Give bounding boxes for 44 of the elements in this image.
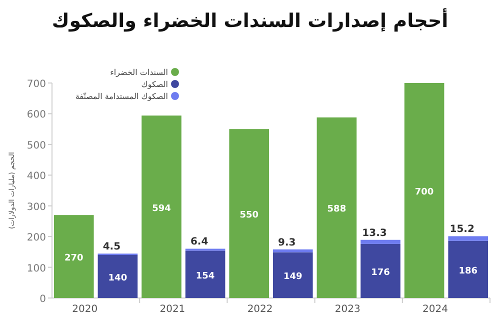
bar — [229, 129, 269, 298]
data-label: 700 — [414, 188, 434, 198]
y-tick-label: 300 — [26, 202, 46, 213]
y-tick-label: 400 — [26, 171, 46, 182]
bar — [273, 252, 313, 298]
data-label: 588 — [327, 204, 346, 215]
y-tick-label: 100 — [26, 263, 46, 274]
x-tick-label: 2024 — [422, 304, 448, 315]
data-label: 4.5 — [102, 242, 121, 253]
data-label: 13.3 — [362, 228, 387, 239]
bar — [185, 250, 226, 298]
bar — [404, 83, 444, 298]
y-tick-label: 200 — [26, 232, 46, 244]
x-tick-label: 2023 — [334, 304, 360, 315]
data-label: 270 — [64, 254, 84, 264]
legend-label: الصكوك — [141, 80, 168, 89]
bar — [54, 215, 94, 298]
bar — [360, 244, 400, 298]
data-label: 186 — [458, 266, 478, 276]
y-tick-label: 700 — [26, 79, 46, 90]
legend-label: الصكوك المستدامة المصنّفة — [75, 92, 168, 101]
bar — [360, 240, 400, 244]
data-label: 6.4 — [190, 236, 208, 248]
bar — [448, 240, 488, 298]
bar — [98, 255, 138, 298]
data-label: 149 — [284, 272, 302, 282]
bar — [448, 236, 488, 241]
x-tick-label: 2020 — [72, 304, 98, 315]
y-tick-label: 500 — [26, 140, 46, 152]
chart-title: أحجام إصدارات السندات الخضراء والصكوك — [52, 8, 448, 32]
data-label: 140 — [108, 274, 128, 284]
data-label: 594 — [152, 204, 171, 214]
bar — [142, 116, 182, 298]
y-tick-label: 0 — [40, 294, 46, 305]
data-label: 15.2 — [450, 224, 474, 236]
data-label: 154 — [196, 271, 215, 282]
x-tick-label: 2022 — [247, 304, 273, 315]
bar — [316, 117, 357, 298]
y-tick-label: 600 — [26, 110, 46, 121]
data-label: 9.3 — [278, 237, 296, 248]
data-label: 550 — [240, 210, 258, 221]
data-label: 176 — [371, 268, 390, 278]
legend-label: السندات الخضراء — [110, 68, 168, 77]
x-tick-label: 2021 — [160, 304, 186, 315]
